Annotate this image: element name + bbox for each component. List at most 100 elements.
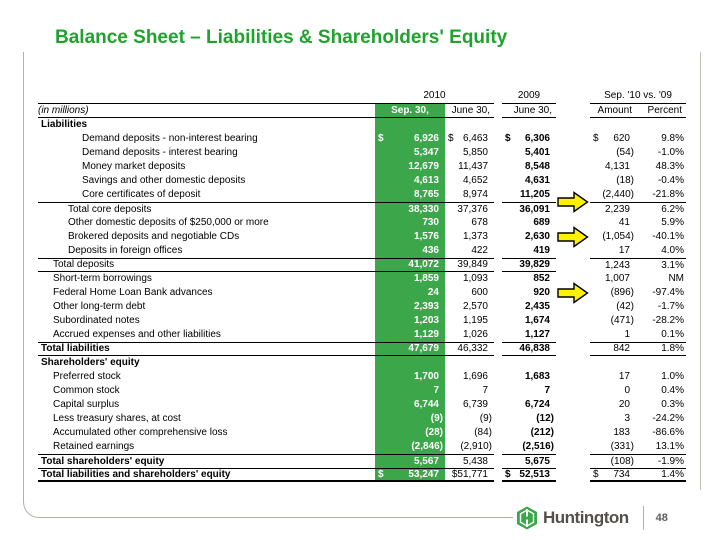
cell-jun30-2010: 7 <box>482 385 488 396</box>
arrow-gutter <box>556 370 590 384</box>
row-label: Federal Home Loan Bank advances <box>53 287 213 298</box>
gap <box>494 188 502 202</box>
row-label: Total shareholders' equity <box>38 454 375 468</box>
cell-amount: (471) <box>610 315 634 326</box>
table-row: Total shareholders' equity 5,567 5,438 5,67… <box>38 454 686 468</box>
cell-jun30-2010: 46,332 <box>445 342 494 356</box>
cell-sep30-2010: 5,567 <box>375 454 445 468</box>
gap <box>494 412 502 426</box>
gap <box>494 216 502 230</box>
cell-percent: -40.1% <box>652 231 684 242</box>
cell-percent: 5.9% <box>661 217 684 228</box>
cell-jun30-2010: 1,026 <box>462 329 488 340</box>
table-row: Savings and other domestic deposits 4,613… <box>38 174 686 188</box>
cell-jun30-2010: $6,463 <box>445 132 494 146</box>
cell-jun30-2009: 852 <box>533 273 550 284</box>
cell-jun30-2010: 8,974 <box>462 189 488 200</box>
cell-jun30-2010: 1,696 <box>462 371 488 382</box>
cell-sep30-2010: 1,576 <box>375 230 445 244</box>
row-label: Preferred stock <box>53 371 121 382</box>
row-label: Shareholders' equity <box>41 357 140 368</box>
cell-percent <box>636 356 686 370</box>
frame-border-right <box>700 52 701 490</box>
cell-sep30-2010: 8,765 <box>375 188 445 202</box>
cell-jun30-2009: 2,435 <box>524 301 550 312</box>
cell-jun30-2009: 7 <box>544 385 550 396</box>
arrow-gutter <box>556 454 590 468</box>
cell-sep30-2010: 4,613 <box>375 174 445 188</box>
gap <box>494 356 502 370</box>
col-header-jun30-2010: June 30, <box>445 103 494 118</box>
gap <box>494 426 502 440</box>
cell-jun30-2009: 5,401 <box>524 147 550 158</box>
cell-amount: 3 <box>624 413 630 424</box>
cell-amount: (42) <box>616 301 634 312</box>
arrow-gutter <box>556 226 590 248</box>
cell-percent: 13.1% <box>655 441 684 452</box>
cell-amount: 4,131 <box>604 161 630 172</box>
cell-value: 53,247 <box>408 468 439 480</box>
cell-value: 734 <box>613 468 630 480</box>
cell-sep30-2010: 12,679 <box>375 160 445 174</box>
table-row: Other domestic deposits of $250,000 or m… <box>38 216 686 230</box>
cell-jun30-2009: 1,674 <box>524 315 550 326</box>
arrow-gutter <box>556 468 590 482</box>
arrow-gutter <box>556 202 590 216</box>
cell-percent: 0.3% <box>661 399 684 410</box>
table-row: Accrued expenses and other liabilities 1,… <box>38 328 686 342</box>
arrow-gutter <box>556 398 590 412</box>
cell-sep30-2010: 7 <box>375 384 445 398</box>
gap <box>494 272 502 286</box>
gap <box>494 328 502 342</box>
cell-value: 6,926 <box>413 133 439 144</box>
col-group-2009: 2009 <box>517 90 541 101</box>
cell-jun30-2009: $52,513 <box>502 468 556 482</box>
cell-jun30-2009: 1,683 <box>524 371 550 382</box>
gap <box>494 286 502 300</box>
cell-value: 52,513 <box>519 468 550 480</box>
cell-sep30-2010: (28) <box>375 426 445 440</box>
gap <box>494 300 502 314</box>
cell-percent: -1.9% <box>636 454 686 468</box>
col-header-jun30-2009: June 30, <box>502 103 556 118</box>
gap <box>494 258 502 272</box>
cell-percent: 6.2% <box>636 202 686 216</box>
gap <box>494 202 502 216</box>
cell-sep30-2010: 1,203 <box>375 314 445 328</box>
cell-jun30-2009: 1,127 <box>524 329 550 340</box>
col-header-sep30: Sep. 30, <box>375 103 445 118</box>
cell-percent: NM <box>668 273 684 284</box>
row-label: Money market deposits <box>82 161 186 172</box>
gap <box>494 314 502 328</box>
gap <box>494 146 502 160</box>
header-spacer <box>38 88 375 103</box>
arrow-gutter <box>556 426 590 440</box>
cell-jun30-2010: 1,195 <box>462 315 488 326</box>
row-label: Total core deposits <box>38 202 375 216</box>
dollar-sign: $ <box>505 468 511 480</box>
cell-sep30-2010: 1,700 <box>375 370 445 384</box>
cell-sep30-2010: 436 <box>375 244 445 258</box>
cell-jun30-2009: 5,675 <box>502 454 556 468</box>
arrow-gutter <box>556 174 590 188</box>
cell-sep30-2010: 1,859 <box>375 272 445 286</box>
footer-divider <box>642 506 644 530</box>
cell-jun30-2009: 11,205 <box>519 189 550 200</box>
gap <box>494 230 502 244</box>
cell-jun30-2010: 5,438 <box>445 454 494 468</box>
cell-sep30-2010: (2,846) <box>375 440 445 454</box>
cell-jun30-2010: 1,093 <box>462 273 488 284</box>
highlight-arrow-icon <box>557 191 589 213</box>
cell-amount: (108) <box>590 454 636 468</box>
cell-amount: $734 <box>590 468 636 482</box>
cell-percent: -1.0% <box>657 147 684 158</box>
cell-percent: -0.4% <box>657 175 684 186</box>
col-header-percent: Percent <box>636 103 686 118</box>
cell-sep30-2010: $53,247 <box>375 468 445 482</box>
arrow-gutter <box>556 412 590 426</box>
gap <box>494 342 502 356</box>
cell-jun30-2009: 4,631 <box>524 175 550 186</box>
cell-jun30-2009: 689 <box>533 217 550 228</box>
row-label: Other long-term debt <box>53 301 146 312</box>
